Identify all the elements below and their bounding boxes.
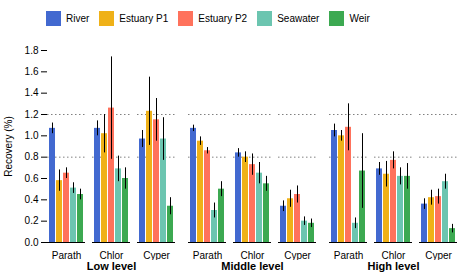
svg-text:Recovery (%): Recovery (%) [3,116,14,177]
html-text:High level: High level [367,260,420,272]
svg-text:Parath: Parath [334,250,363,260]
html-text:Estuary P1: Estuary P1 [119,13,169,24]
svg-text:Chlor: Chlor [100,250,125,260]
svg-text:0.8: 0.8 [25,151,39,162]
svg-text:Cyper: Cyper [143,250,170,260]
svg-text:Parath: Parath [52,250,81,260]
svg-text:1.2: 1.2 [25,109,39,120]
svg-text:0.0: 0.0 [25,237,39,248]
svg-text:Parath: Parath [193,250,222,260]
svg-text:Cyper: Cyper [284,250,311,260]
html-text:Estuary P2: Estuary P2 [198,13,248,24]
html-text:River: River [66,13,90,24]
html-text:Low level: Low level [86,260,137,272]
html-text:Middle level: Middle level [221,260,284,272]
svg-text:Chlor: Chlor [382,250,407,260]
svg-text:0.4: 0.4 [25,194,39,205]
svg-text:1.4: 1.4 [25,87,39,98]
html-text:Weir: Weir [349,13,370,24]
html-text:Seawater: Seawater [277,13,320,24]
svg-text:0.6: 0.6 [25,173,39,184]
svg-text:1.8: 1.8 [25,45,39,56]
svg-text:1.6: 1.6 [25,66,39,77]
svg-text:0.2: 0.2 [25,215,39,226]
svg-text:Cyper: Cyper [425,250,452,260]
svg-text:1.0: 1.0 [25,130,39,141]
svg-text:Chlor: Chlor [241,250,266,260]
